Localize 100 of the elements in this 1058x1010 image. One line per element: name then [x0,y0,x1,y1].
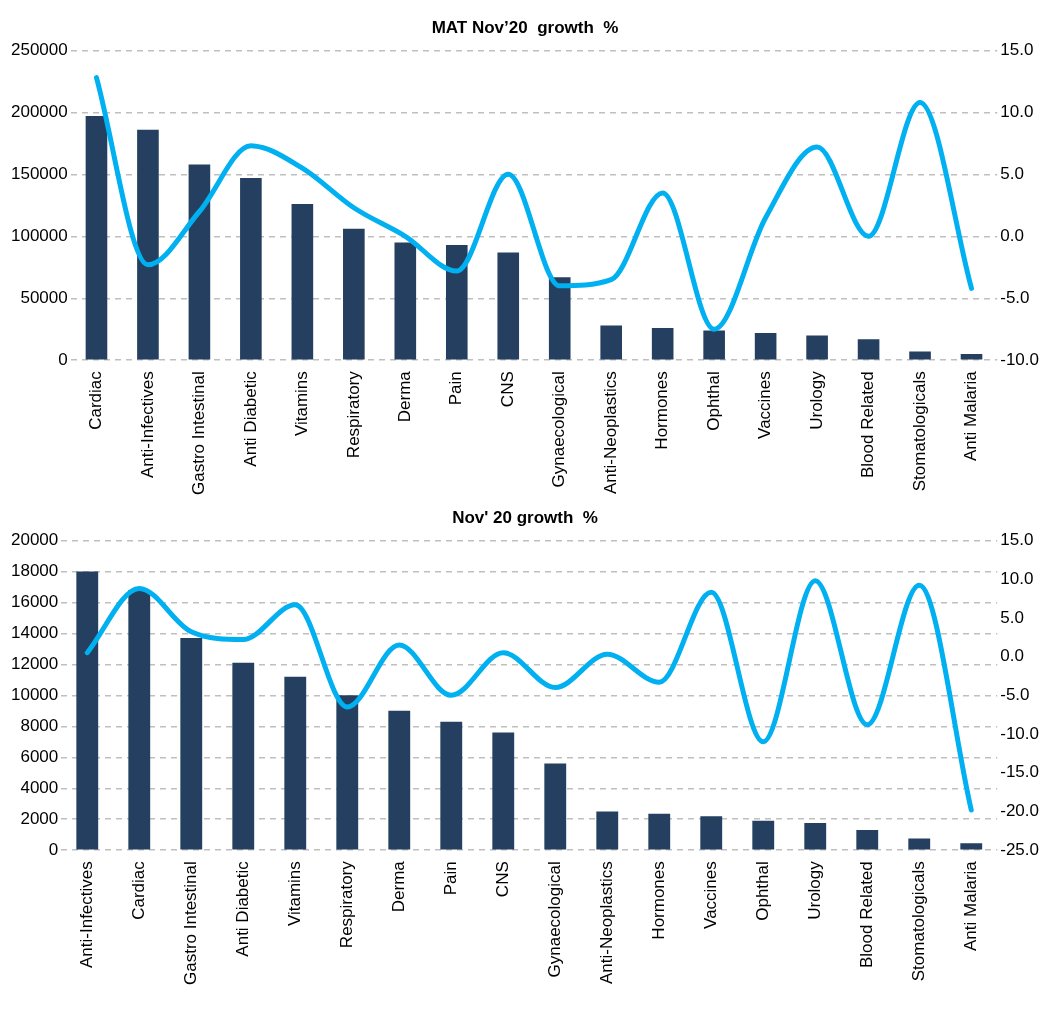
bar [857,339,880,360]
x-tick-label: Anti Diabetic [232,860,252,957]
bar [856,830,879,850]
y-tick-label: 100000 [10,225,68,245]
x-tick-label: Derma [388,860,408,913]
y-tick-label: 0 [48,839,59,859]
bar [806,335,828,360]
y2-tick-label: -10.0 [1000,723,1039,743]
bar [600,325,623,360]
bar [440,721,463,850]
y-tick-label: 18000 [10,561,59,581]
bar [700,816,723,850]
y-tick-label: 4000 [20,777,59,797]
bar [544,763,567,850]
x-tick-label: Gastro Intestinal [189,371,209,495]
bar [85,116,108,360]
x-tick-label: Respiratory [343,370,363,459]
y-tick-label: 12000 [10,654,59,674]
bar [703,330,725,360]
y-tick-label: 16000 [10,592,59,612]
x-tick-label: Cardiac [86,370,106,430]
y-tick-label: 14000 [10,623,59,643]
x-tick-label: Respiratory [336,860,356,949]
bar [240,178,262,360]
bar [754,332,777,360]
x-tick-label: Anti-Neoplastics [600,371,620,495]
bar [128,589,151,850]
x-tick-label: Cardiac [128,860,148,920]
bar [651,328,674,360]
bar [548,277,571,360]
x-tick-label: Vitamins [292,371,312,437]
x-tick-label: Anti-Infectives [137,371,157,478]
x-tick-label: Vitamins [284,861,304,927]
y-tick-label: 2000 [20,808,59,828]
bar [497,252,520,360]
x-tick-label: CNS [497,371,517,408]
bar [180,637,203,850]
bar [492,732,515,850]
y2-tick-label: -15.0 [1000,762,1039,782]
x-tick-label: Hormones [648,861,668,940]
bar [291,204,314,360]
x-tick-label: Anti Diabetic [240,370,260,467]
y-tick-label: 20000 [10,530,59,550]
x-tick-label: Stomatologicals [908,861,928,982]
bar [388,710,411,850]
y2-tick-label: -10.0 [1000,349,1039,369]
y-tick-label: 250000 [10,40,68,60]
y2-tick-label: -5.0 [1000,685,1030,704]
y2-tick-label: 10.0 [1000,568,1034,588]
bar [76,571,99,850]
bar [908,838,931,850]
bar [445,244,468,360]
x-tick-label: Pain [446,371,466,406]
x-tick-label: Ophthal [752,861,772,921]
y-tick-label: 50000 [20,287,68,307]
x-tick-label: Blood Related [858,371,878,479]
y2-tick-label: 5.0 [1000,607,1024,627]
y2-tick-label: 5.0 [1000,164,1024,184]
y-tick-label: 8000 [20,715,59,735]
bar [804,823,827,850]
x-tick-label: Anti Malaria [960,860,980,951]
x-tick-label: Hormones [652,371,672,450]
bar [960,843,983,850]
y-tick-label: 150000 [10,164,68,184]
x-tick-label: Ophthal [703,371,723,431]
y2-tick-label: -25.0 [1000,839,1039,859]
x-tick-label: Pain [440,861,460,896]
x-tick-label: Derma [394,370,414,423]
bar [336,695,359,850]
y2-tick-label: 15.0 [1000,40,1034,60]
chart-title: MAT Nov’20 growth % [431,17,619,37]
x-tick-label: Gynaecological [544,861,564,978]
y2-tick-label: 15.0 [1000,530,1034,550]
bar [232,662,255,850]
x-tick-label: Anti-Neoplastics [596,861,616,985]
x-tick-label: CNS [492,861,512,898]
x-tick-label: Stomatologicals [909,371,929,492]
bar [343,228,365,360]
y-tick-label: 0 [58,349,68,369]
bar [137,129,159,360]
y-tick-label: 200000 [10,102,68,122]
x-tick-label: Vaccines [700,861,720,929]
y-tick-label: 6000 [20,746,59,766]
bar [188,164,211,360]
bar [909,351,931,360]
x-tick-label: Anti Malaria [961,370,981,461]
bar [596,811,619,850]
bar [284,676,307,850]
x-tick-label: Gastro Intestinal [180,861,200,985]
chart-title: Nov' 20 growth % [452,507,598,527]
y2-tick-label: 0.0 [1000,225,1024,245]
x-tick-label: Urology [806,370,826,430]
y2-tick-label: 10.0 [1000,102,1034,122]
x-tick-label: Vaccines [755,371,775,439]
y2-tick-label: -20.0 [1000,801,1039,821]
x-tick-label: Blood Related [856,861,876,969]
bar [394,242,417,360]
x-tick-label: Anti-Infectives [76,861,96,968]
x-tick-label: Gynaecological [549,371,569,488]
bar [648,813,671,850]
